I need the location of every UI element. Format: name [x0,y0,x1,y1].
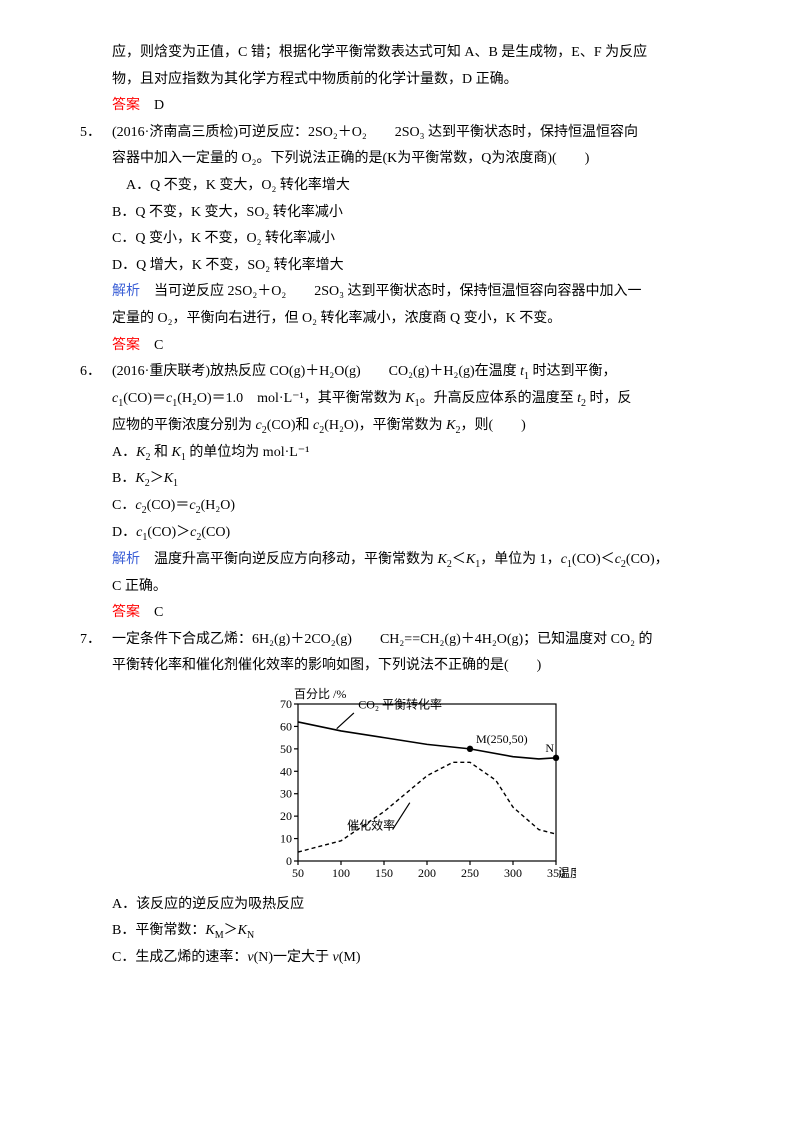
q6-number: 6． [80,359,112,386]
q5-stem-1: (2016·济南高三质检)可逆反应：2SO₂＋O₂ 2SO₃ 达到平衡状态时，保… [112,120,720,147]
q5-stem-2: 容器中加入一定量的 O₂。下列说法正确的是(K为平衡常数，Q为浓度商)( ) [112,146,720,173]
svg-text:10: 10 [280,831,292,845]
q5-number: 5． [80,120,112,147]
q6-opt-d: D．c1(CO)＞c2(CO) [112,520,720,547]
q6-stem-1: (2016·重庆联考)放热反应 CO(g)＋H₂O(g) CO₂(g)＋H₂(g… [112,359,720,386]
svg-text:40: 40 [280,764,292,778]
q6-explanation-2: C 正确。 [112,574,720,601]
question-7: 7． 一定条件下合成乙烯：6H₂(g)＋2CO₂(g) CH₂==CH₂(g)＋… [80,627,720,972]
q5-answer: 答案 C [112,333,720,360]
explanation-label: 解析 [112,552,140,567]
q6-opt-a: A．K2 和 K1 的单位均为 mol·L⁻¹ [112,440,720,467]
q5-explanation-2: 定量的 O₂，平衡向右进行，但 O₂ 转化率减小，浓度商 Q 变小，K 不变。 [112,306,720,333]
svg-text:M(250,50): M(250,50) [476,732,528,746]
answer-label: 答案 [112,338,140,353]
svg-text:50: 50 [292,866,304,880]
question-5: 5． (2016·济南高三质检)可逆反应：2SO₂＋O₂ 2SO₃ 达到平衡状态… [80,120,720,359]
q5-explanation: 解析 当可逆反应 2SO₂＋O₂ 2SO₃ 达到平衡状态时，保持恒温恒容向容器中… [112,279,720,306]
q7-stem-1: 一定条件下合成乙烯：6H₂(g)＋2CO₂(g) CH₂==CH₂(g)＋4H₂… [112,627,720,654]
svg-text:30: 30 [280,787,292,801]
q7-opt-b: B．平衡常数：KM＞KN [112,918,720,945]
q6-stem-3: 应物的平衡浓度分别为 c2(CO)和 c2(H₂O)，平衡常数为 K2，则( ) [112,413,720,440]
svg-text:250: 250 [461,866,479,880]
q7-stem-2: 平衡转化率和催化剂催化效率的影响如图，下列说法不正确的是( ) [112,653,720,680]
page: 应，则焓变为正值，C 错；根据化学平衡常数表达式可知 A、B 是生成物，E、F … [0,0,800,1012]
svg-text:催化效率: 催化效率 [347,817,395,832]
answer-value: C [154,338,163,353]
q6-opt-b: B．K2＞K1 [112,466,720,493]
q5-body: (2016·济南高三质检)可逆反应：2SO₂＋O₂ 2SO₃ 达到平衡状态时，保… [112,120,720,359]
svg-text:100: 100 [332,866,350,880]
q7-chart: 百分比 /%0102030405060705010015020025030035… [256,686,576,886]
svg-text:温度 /℃: 温度 /℃ [558,865,576,880]
q6-stem-2: c1(CO)＝c1(H₂O)＝1.0 mol·L⁻¹，其平衡常数为 K1。升高反… [112,386,720,413]
answer-value: D [154,98,164,113]
svg-text:300: 300 [504,866,522,880]
svg-text:百分比 /%: 百分比 /% [294,687,346,701]
text-line: 物，且对应指数为其化学方程式中物质前的化学计量数，D 正确。 [112,67,720,94]
answer-value: C [154,605,163,620]
q6-body: (2016·重庆联考)放热反应 CO(g)＋H₂O(g) CO₂(g)＋H₂(g… [112,359,720,627]
svg-text:70: 70 [280,697,292,711]
q6-explanation: 解析 温度升高平衡向逆反应方向移动，平衡常数为 K2＜K1，单位为 1，c1(C… [112,547,720,574]
svg-text:60: 60 [280,719,292,733]
text-line: 应，则焓变为正值，C 错；根据化学平衡常数表达式可知 A、B 是生成物，E、F … [112,40,720,67]
svg-text:150: 150 [375,866,393,880]
svg-text:200: 200 [418,866,436,880]
q5-opt-a: A．Q 不变，K 变大，O₂ 转化率增大 [112,173,720,200]
q5-opt-d: D．Q 增大，K 不变，SO₂ 转化率增大 [112,253,720,280]
q7-opt-a: A．该反应的逆反应为吸热反应 [112,892,720,919]
q7-number: 7． [80,627,112,654]
q7-opt-c: C．生成乙烯的速率：v(N)一定大于 v(M) [112,945,720,972]
q7-chart-wrap: 百分比 /%0102030405060705010015020025030035… [112,686,720,886]
q6-answer: 答案 C [112,600,720,627]
q7-body: 一定条件下合成乙烯：6H₂(g)＋2CO₂(g) CH₂==CH₂(g)＋4H₂… [112,627,720,972]
q5-opt-b: B．Q 不变，K 变大，SO₂ 转化率减小 [112,200,720,227]
answer-line: 答案 D [112,93,720,120]
q5-opt-c: C．Q 变小，K 不变，O₂ 转化率减小 [112,226,720,253]
svg-text:N: N [545,741,554,755]
question-6: 6． (2016·重庆联考)放热反应 CO(g)＋H₂O(g) CO₂(g)＋H… [80,359,720,627]
svg-text:CO₂ 平衡转化率: CO₂ 平衡转化率 [358,696,442,711]
q6-opt-c: C．c2(CO)＝c2(H₂O) [112,493,720,520]
prev-explanation: 应，则焓变为正值，C 错；根据化学平衡常数表达式可知 A、B 是生成物，E、F … [112,40,720,120]
answer-label: 答案 [112,605,140,620]
answer-label: 答案 [112,98,140,113]
explanation-label: 解析 [112,284,140,299]
svg-text:20: 20 [280,809,292,823]
svg-text:50: 50 [280,742,292,756]
